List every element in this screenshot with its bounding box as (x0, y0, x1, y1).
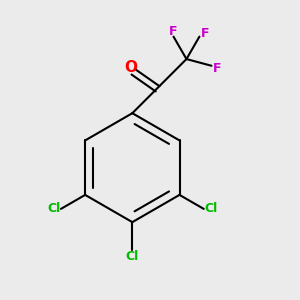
Text: F: F (169, 25, 178, 38)
Text: F: F (200, 27, 209, 40)
Text: Cl: Cl (205, 202, 218, 215)
Text: Cl: Cl (47, 202, 60, 215)
Text: Cl: Cl (126, 250, 139, 262)
Text: F: F (213, 61, 222, 75)
Text: O: O (124, 60, 137, 75)
